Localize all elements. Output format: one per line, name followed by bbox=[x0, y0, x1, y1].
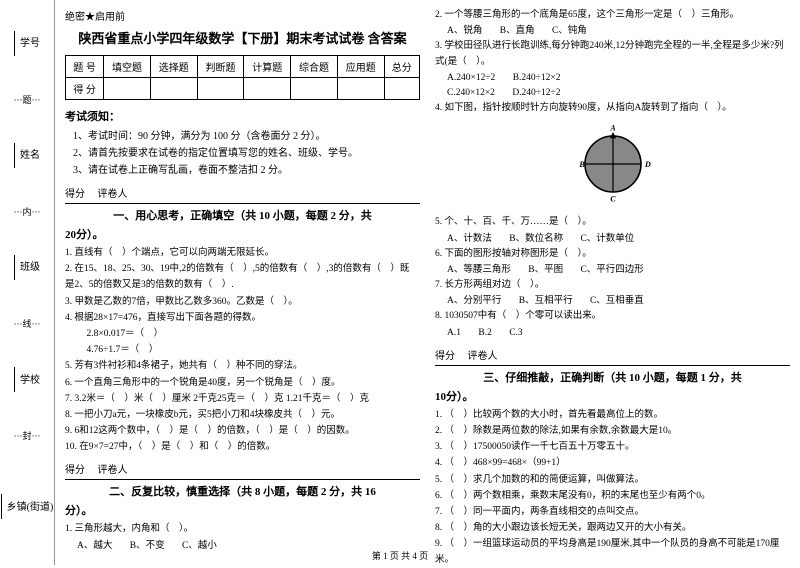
section-2-score: 得分 评卷人 bbox=[65, 461, 420, 476]
section-3-sub: 10分）。 bbox=[435, 388, 790, 404]
section-1-score: 得分 评卷人 bbox=[65, 185, 420, 200]
section-1-questions: 1. 直线有（ ）个端点，它可以向两端无限延长。 2. 在15、18、25、30… bbox=[65, 246, 420, 455]
sep-3: ···线··· bbox=[14, 317, 41, 330]
section-2-continued: 2. 一个等腰三角形的一个底角是65度，这个三角形一定是（ ）三角形。 A、锐角… bbox=[435, 8, 790, 116]
sidebar-class: 班级 bbox=[14, 251, 40, 284]
exam-title: 陕西省重点小学四年级数学【下册】期末考试试卷 含答案 bbox=[65, 28, 420, 47]
section-1-sub: 20分）。 bbox=[65, 226, 420, 242]
section-3-score: 得分 评卷人 bbox=[435, 347, 790, 362]
sep-1: ···题··· bbox=[14, 93, 41, 106]
compass-diagram: A B C D bbox=[435, 124, 790, 207]
page-footer: 第 1 页 共 4 页 bbox=[0, 549, 800, 562]
section-3-title: 三、仔细推敲，正确判断（共 10 小题，每题 1 分，共 bbox=[435, 369, 790, 385]
notice-title: 考试须知： bbox=[65, 108, 420, 124]
sidebar-name: 姓名 bbox=[14, 139, 40, 172]
sidebar-school: 学校 bbox=[14, 363, 40, 396]
section-2-sub: 分）。 bbox=[65, 502, 420, 518]
column-right: 2. 一个等腰三角形的一个底角是65度，这个三角形一定是（ ）三角形。 A、锐角… bbox=[435, 8, 790, 557]
svg-text:D: D bbox=[644, 161, 651, 170]
sidebar-town: 乡镇(街道) bbox=[1, 475, 54, 538]
sep-2: ···内··· bbox=[14, 205, 41, 218]
binding-sidebar: 学号 ···题··· 姓名 ···内··· 班级 ···线··· 学校 ···封… bbox=[0, 0, 55, 565]
sidebar-student-id: 学号 bbox=[14, 27, 40, 60]
section-2-title: 二、反复比较，慎重选择（共 8 小题，每题 2 分，共 16 bbox=[65, 483, 420, 499]
svg-text:C: C bbox=[610, 195, 616, 204]
notice-list: 1、考试时间：90 分钟，满分为 100 分（含卷面分 2 分）。 2、请首先按… bbox=[73, 128, 420, 179]
svg-text:B: B bbox=[578, 161, 585, 170]
svg-text:A: A bbox=[609, 124, 616, 132]
section-1-title: 一、用心思考，正确填空（共 10 小题，每题 2 分，共 bbox=[65, 207, 420, 223]
score-table: 题 号 填空题 选择题 判断题 计算题 综合题 应用题 总分 得 分 bbox=[65, 55, 420, 100]
section-3-questions: 1. （ ）比较两个数的大小时，首先看最高位上的数。 2. （ ）除数是两位数的… bbox=[435, 408, 790, 568]
column-left: 绝密★启用前 陕西省重点小学四年级数学【下册】期末考试试卷 含答案 题 号 填空… bbox=[65, 8, 420, 557]
section-2-rest: 5. 个、十、百、千、万……是（ ）。 A、计数法 B、数位名称 C、计数单位 … bbox=[435, 215, 790, 341]
sep-4: ···封··· bbox=[14, 429, 41, 442]
confidential-label: 绝密★启用前 bbox=[65, 8, 420, 23]
